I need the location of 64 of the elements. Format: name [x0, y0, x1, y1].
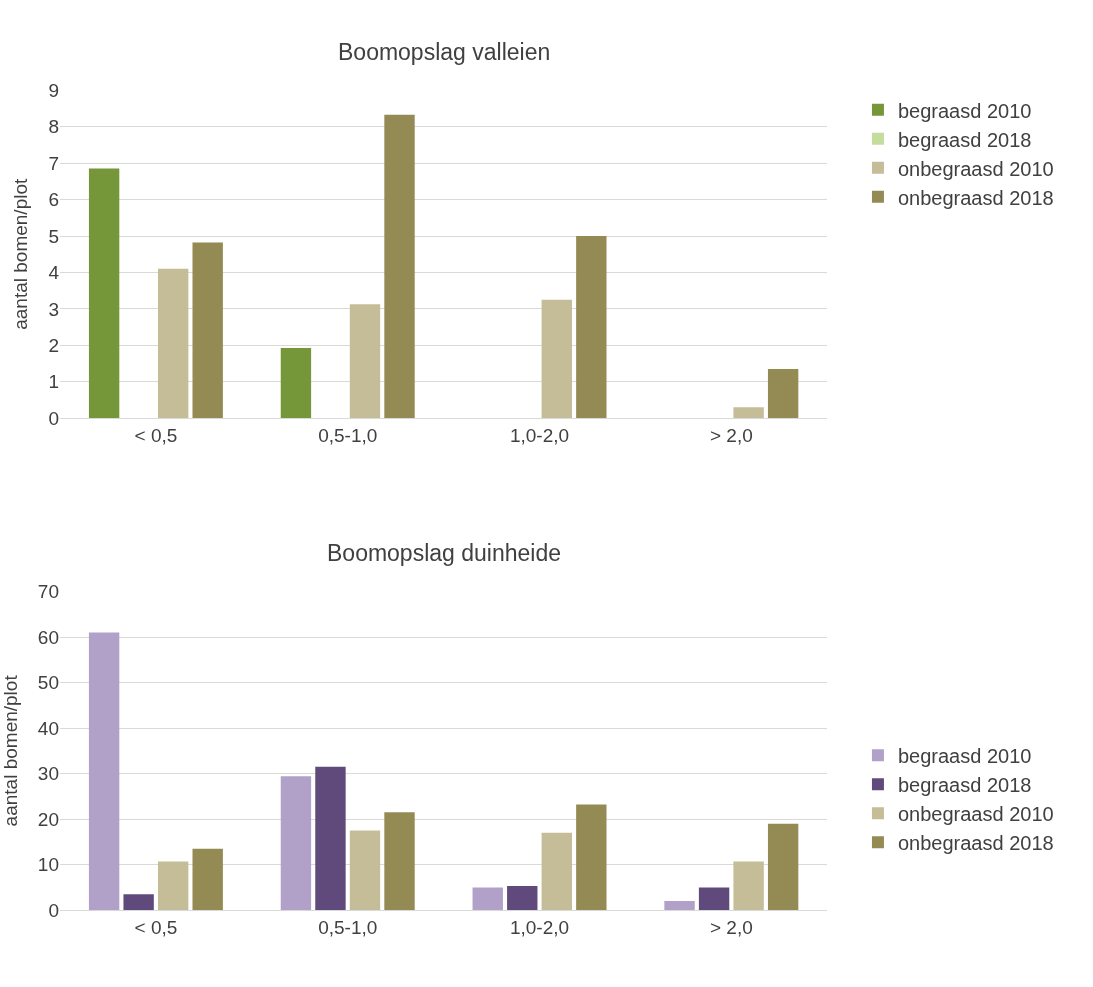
- y-axis-title: aantal bomen/plot: [10, 178, 32, 330]
- bar: [123, 894, 154, 911]
- x-tick-label: > 2,0: [709, 916, 753, 938]
- chart-title: Boomopslag valleien: [338, 39, 551, 65]
- bar: [280, 776, 312, 911]
- y-tick-label: 5: [48, 225, 59, 247]
- bar: [384, 812, 415, 911]
- y-tick-label: 9: [48, 79, 59, 101]
- y-tick-label: 6: [48, 189, 59, 211]
- bar: [280, 347, 312, 419]
- y-axis-title: aantal bomen/plot: [0, 674, 21, 827]
- bar: [733, 861, 764, 911]
- y-tick-label: 2: [48, 334, 59, 356]
- x-tick-label: 1,0-2,0: [509, 916, 570, 938]
- x-tick-label: 1,0-2,0: [509, 425, 570, 447]
- bar: [88, 632, 120, 911]
- y-tick-label: 40: [37, 717, 59, 739]
- bar: [472, 887, 503, 911]
- legend-label: onbegraasd 2010: [897, 802, 1054, 825]
- legend-label: begraasd 2018: [897, 773, 1032, 796]
- y-tick-label: 8: [48, 116, 59, 138]
- bar: [541, 299, 572, 419]
- bar: [349, 830, 381, 911]
- y-tick-label: 10: [37, 854, 59, 876]
- legend-label: onbegraasd 2018: [897, 186, 1054, 209]
- bar: [767, 369, 799, 419]
- bar: [698, 887, 730, 911]
- y-tick-label: 30: [37, 763, 59, 785]
- x-tick-label: 0,5-1,0: [318, 916, 378, 938]
- bar: [767, 823, 799, 911]
- bar: [315, 766, 346, 911]
- legend-label: begraasd 2018: [897, 128, 1032, 151]
- bar: [576, 804, 607, 911]
- x-tick-label: < 0,5: [134, 425, 178, 447]
- y-tick-label: 0: [48, 899, 59, 921]
- y-tick-label: 1: [48, 371, 59, 393]
- bar: [192, 848, 223, 911]
- y-tick-label: 20: [37, 808, 59, 830]
- y-tick-label: 60: [37, 626, 59, 648]
- bar: [664, 901, 695, 911]
- bar: [576, 236, 607, 419]
- bar: [157, 861, 189, 911]
- x-tick-label: 0,5-1,0: [318, 425, 378, 447]
- bar: [384, 114, 415, 419]
- bar: [541, 832, 572, 911]
- bar: [88, 168, 120, 419]
- bar: [733, 407, 764, 419]
- legend-label: begraasd 2010: [897, 744, 1032, 767]
- bar: [157, 268, 189, 419]
- chart-title: Boomopslag duinheide: [327, 540, 562, 566]
- legend-label: onbegraasd 2010: [897, 157, 1054, 180]
- x-tick-label: > 2,0: [709, 425, 753, 447]
- y-tick-label: 50: [37, 672, 59, 694]
- x-tick-label: < 0,5: [134, 916, 178, 938]
- y-tick-label: 3: [48, 298, 59, 320]
- legend-label: begraasd 2010: [897, 99, 1032, 122]
- y-tick-label: 7: [48, 152, 59, 174]
- legend-label: onbegraasd 2018: [897, 831, 1054, 854]
- bar: [349, 304, 381, 419]
- y-tick-label: 0: [48, 407, 59, 429]
- bar: [507, 886, 538, 911]
- y-tick-label: 4: [48, 262, 60, 284]
- y-tick-label: 70: [37, 581, 59, 603]
- bar: [192, 242, 223, 419]
